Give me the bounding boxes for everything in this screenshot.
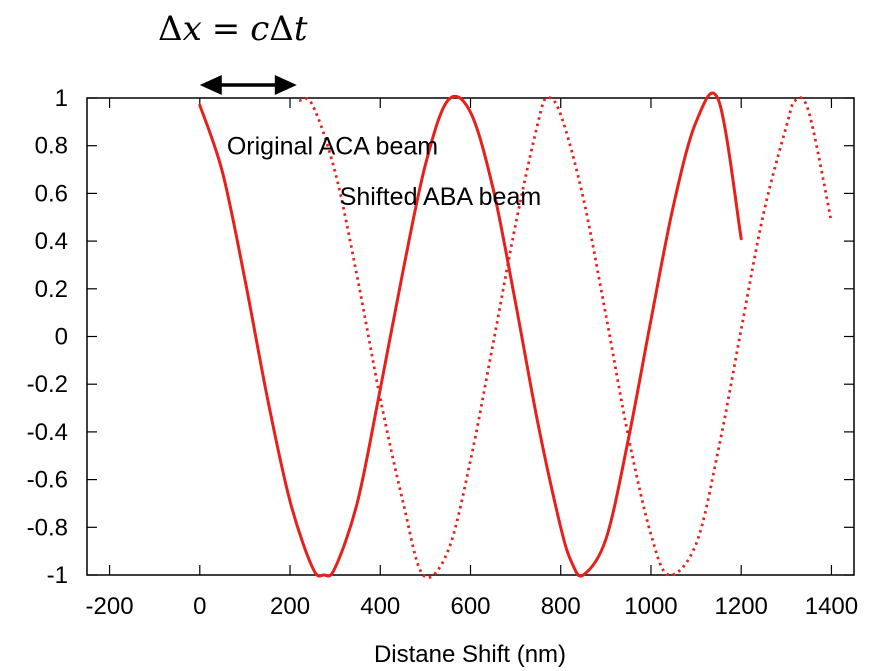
arrow-head-left <box>199 75 222 95</box>
equation-t: t <box>294 9 308 49</box>
y-tick-label: 0.2 <box>35 276 68 303</box>
shift-equation: Δx = cΔt <box>158 9 308 49</box>
annotation-original-beam: Original ACA beam <box>227 133 438 161</box>
arrow-head-right <box>274 75 297 95</box>
x-tick-label: 400 <box>360 593 400 620</box>
y-tick-label: 0.8 <box>35 133 68 160</box>
x-axis-title: Distane Shift (nm) <box>374 641 566 668</box>
y-tick-label: -0.6 <box>27 467 68 494</box>
x-tick-label: 200 <box>270 593 310 620</box>
y-tick-label: 0 <box>55 324 68 351</box>
equation-delta-2: Δ <box>269 9 294 49</box>
y-tick-label: 0.4 <box>35 228 68 255</box>
y-tick-label: -0.2 <box>27 371 68 398</box>
x-tick-label: 1000 <box>624 593 677 620</box>
series-original-line <box>198 91 743 578</box>
x-tick-label: 800 <box>541 593 581 620</box>
plot-frame <box>86 97 855 576</box>
x-tick-label: 600 <box>450 593 490 620</box>
series-layer <box>198 91 833 579</box>
y-axis: 1 0.8 0.6 0.4 0.2 0 -0.2 -0.4 -0.6 -0.8 -1 <box>27 85 854 589</box>
shift-arrow <box>199 75 297 95</box>
y-tick-label: -1 <box>47 562 68 589</box>
y-tick-label: 0.6 <box>35 180 68 207</box>
x-tick-label: -200 <box>86 593 134 620</box>
equation-c: c <box>250 9 269 49</box>
y-tick-label: -0.4 <box>27 419 68 446</box>
x-tick-label: 0 <box>193 593 206 620</box>
x-tick-label: 1400 <box>805 593 858 620</box>
x-axis: -200 0 200 400 600 800 1000 1200 1400 <box>86 98 858 620</box>
equation-x: x <box>183 9 202 49</box>
plot-area <box>86 97 855 576</box>
y-tick-label: 1 <box>55 85 68 112</box>
annotation-shifted-beam: Shifted ABA beam <box>340 183 542 211</box>
annotation-layer: Original ACA beam Shifted ABA beam <box>227 133 541 211</box>
equation-delta-1: Δ <box>158 9 183 49</box>
x-tick-label: 1200 <box>715 593 768 620</box>
equation-equals: = <box>212 9 241 49</box>
y-tick-label: -0.8 <box>27 514 68 541</box>
series-shifted-line <box>298 96 833 579</box>
